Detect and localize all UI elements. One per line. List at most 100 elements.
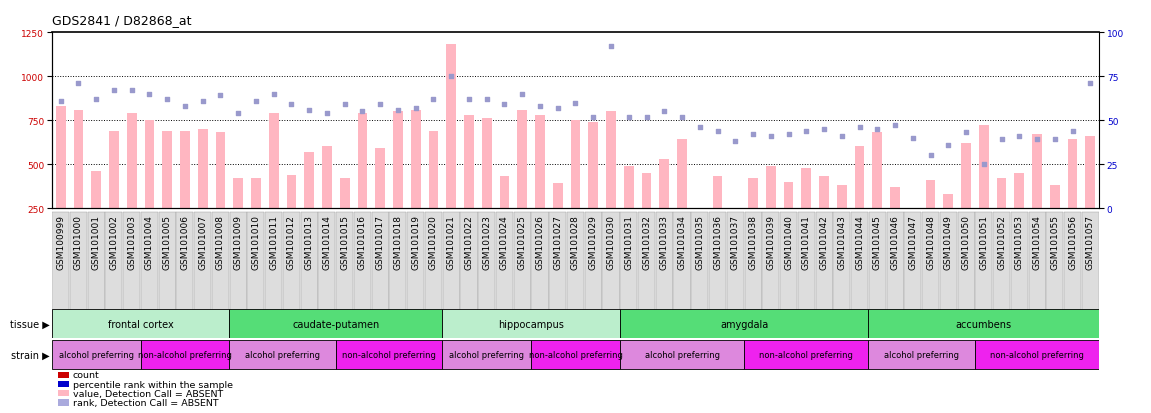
Point (619, 114, 638, 121)
Bar (731, 209, 740, 223)
FancyBboxPatch shape (442, 340, 531, 369)
FancyBboxPatch shape (905, 212, 921, 335)
Text: GSM101007: GSM101007 (198, 215, 207, 270)
FancyBboxPatch shape (336, 340, 442, 369)
FancyBboxPatch shape (355, 212, 371, 335)
Text: tissue ▶: tissue ▶ (9, 319, 49, 329)
Point (193, 98, 212, 105)
Text: GSM100999: GSM100999 (56, 215, 66, 270)
FancyBboxPatch shape (443, 212, 459, 335)
Text: GSM101030: GSM101030 (607, 215, 616, 270)
Point (318, 110, 336, 117)
Point (212, 93, 230, 100)
Bar (482, 119, 491, 209)
FancyBboxPatch shape (869, 212, 886, 335)
Point (992, 137, 1011, 143)
FancyBboxPatch shape (140, 212, 158, 335)
Text: GSM101035: GSM101035 (695, 215, 704, 270)
Point (300, 107, 319, 114)
Bar (837, 186, 847, 209)
Bar (517, 110, 527, 209)
FancyBboxPatch shape (478, 212, 495, 335)
Point (956, 130, 975, 136)
Text: GSM101016: GSM101016 (358, 215, 367, 270)
Bar (820, 177, 829, 209)
Text: GSM101051: GSM101051 (980, 215, 989, 270)
Point (495, 102, 513, 108)
Text: GSM101034: GSM101034 (678, 215, 686, 270)
Bar (500, 177, 510, 209)
Text: GSM101028: GSM101028 (571, 215, 580, 270)
Text: GSM101032: GSM101032 (642, 215, 651, 270)
Point (371, 102, 389, 108)
FancyBboxPatch shape (726, 212, 744, 335)
Text: GSM101038: GSM101038 (748, 215, 757, 270)
Text: GSM101001: GSM101001 (92, 215, 100, 270)
FancyBboxPatch shape (460, 212, 478, 335)
Text: GSM101055: GSM101055 (1051, 215, 1059, 270)
Text: GSM101031: GSM101031 (624, 215, 633, 270)
Text: GSM101056: GSM101056 (1068, 215, 1077, 270)
FancyBboxPatch shape (868, 309, 1099, 338)
Bar (428, 131, 439, 209)
Text: GSM101018: GSM101018 (394, 215, 403, 270)
Text: hippocampus: hippocampus (498, 319, 564, 329)
FancyBboxPatch shape (585, 212, 602, 335)
Point (353, 109, 372, 115)
FancyBboxPatch shape (780, 212, 796, 335)
FancyBboxPatch shape (958, 212, 975, 335)
Bar (624, 166, 634, 209)
Text: GSM101026: GSM101026 (535, 215, 544, 270)
Point (779, 131, 798, 138)
Point (87, 97, 106, 103)
Bar (1085, 137, 1096, 209)
FancyBboxPatch shape (229, 309, 442, 338)
Bar (641, 173, 651, 209)
Bar (269, 114, 279, 209)
Point (265, 91, 283, 98)
Text: GSM101036: GSM101036 (712, 215, 722, 270)
Text: GSM101053: GSM101053 (1015, 215, 1024, 270)
Point (229, 110, 247, 117)
Text: GSM101023: GSM101023 (482, 215, 491, 270)
FancyBboxPatch shape (567, 212, 584, 335)
Bar (234, 179, 243, 209)
Text: GSM101002: GSM101002 (109, 215, 119, 270)
Bar (127, 114, 137, 209)
FancyBboxPatch shape (549, 212, 566, 335)
Text: GSM101042: GSM101042 (820, 215, 829, 270)
Text: GSM101014: GSM101014 (322, 215, 331, 270)
Text: GSM101015: GSM101015 (341, 215, 349, 270)
FancyBboxPatch shape (886, 212, 904, 335)
Point (1045, 137, 1064, 143)
Text: GSM101050: GSM101050 (961, 215, 970, 270)
Text: GSM101000: GSM101000 (74, 215, 83, 270)
Text: GSM101027: GSM101027 (554, 215, 562, 270)
FancyBboxPatch shape (140, 340, 229, 369)
Bar (801, 168, 811, 209)
Text: percentile rank within the sample: percentile rank within the sample (73, 380, 233, 389)
Point (638, 114, 656, 121)
Bar (961, 144, 971, 209)
Bar (925, 180, 936, 209)
Bar (784, 182, 793, 209)
Text: GSM101052: GSM101052 (997, 215, 1006, 270)
Point (691, 125, 709, 131)
FancyBboxPatch shape (52, 309, 229, 338)
Bar (198, 130, 207, 209)
FancyBboxPatch shape (230, 212, 246, 335)
Text: GSM101006: GSM101006 (181, 215, 190, 270)
FancyBboxPatch shape (106, 212, 122, 335)
Text: GSM101049: GSM101049 (944, 215, 953, 270)
Text: non-alcohol preferring: non-alcohol preferring (342, 350, 436, 359)
FancyBboxPatch shape (70, 212, 87, 335)
FancyBboxPatch shape (442, 309, 620, 338)
Bar (677, 140, 687, 209)
FancyBboxPatch shape (52, 340, 140, 369)
FancyBboxPatch shape (532, 212, 549, 335)
FancyBboxPatch shape (265, 212, 282, 335)
FancyBboxPatch shape (87, 212, 105, 335)
Text: alcohol preferring: alcohol preferring (59, 350, 134, 359)
Text: GSM101037: GSM101037 (731, 215, 740, 270)
Point (673, 114, 692, 121)
